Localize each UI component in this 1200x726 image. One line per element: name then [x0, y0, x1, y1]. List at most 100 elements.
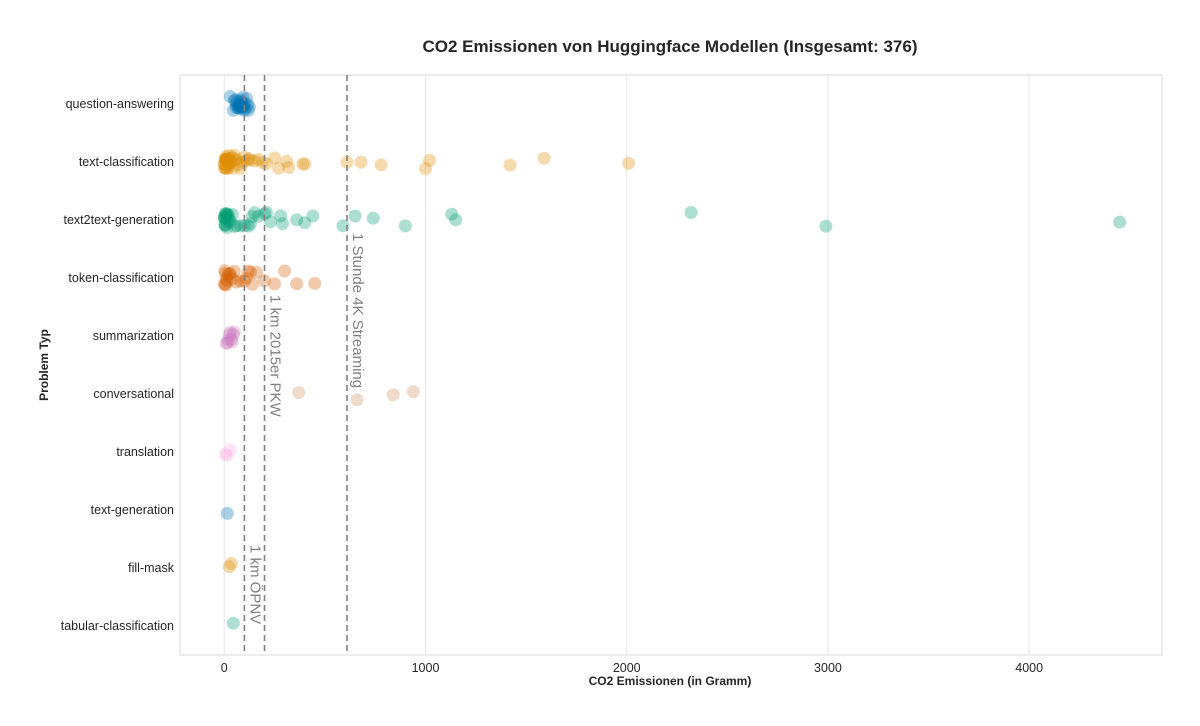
data-point — [238, 102, 252, 116]
data-point — [218, 211, 232, 225]
data-point — [221, 159, 235, 172]
data-point — [220, 207, 234, 221]
x-axis-label: CO2 Emissionen (in Gramm) — [589, 674, 752, 688]
data-point — [245, 210, 259, 224]
y-tick-label: text-classification — [79, 155, 174, 169]
data-point — [223, 325, 237, 339]
data-point — [217, 277, 231, 291]
data-point — [229, 101, 243, 114]
data-point — [268, 151, 282, 165]
x-tick-labels: 0 1000 2000 3000 4000 — [221, 661, 1043, 675]
data-point — [1113, 215, 1127, 229]
data-point — [222, 212, 236, 226]
data-point — [306, 209, 320, 223]
data-point — [225, 335, 239, 349]
data-point — [282, 161, 296, 174]
reference-lines: 1 km ÖPNV 1 km 2015er PKW 1 Stunde 4K Stre… — [243, 75, 366, 655]
data-point — [537, 151, 551, 165]
data-point — [290, 213, 304, 227]
data-point — [221, 156, 234, 170]
data-point — [445, 207, 459, 221]
data-point — [231, 158, 245, 171]
data-point — [232, 98, 246, 112]
data-point — [245, 277, 259, 291]
y-tick-label: tabular-classification — [61, 619, 174, 633]
y-tick-label: translation — [116, 445, 174, 459]
data-point — [224, 557, 238, 570]
data-point — [243, 217, 257, 231]
data-point — [219, 278, 233, 292]
data-point — [239, 91, 253, 105]
data-point — [220, 221, 234, 234]
data-point — [235, 100, 249, 114]
data-point — [219, 336, 233, 350]
data-point — [223, 90, 237, 103]
data-point — [350, 393, 364, 407]
data-point — [219, 160, 232, 174]
data-point — [228, 153, 242, 167]
data-point — [219, 153, 233, 166]
data-point — [220, 336, 234, 350]
data-point — [354, 155, 368, 169]
data-point — [218, 207, 232, 221]
data-point — [280, 154, 294, 168]
data-point — [218, 156, 231, 170]
data-point — [229, 219, 243, 233]
data-point — [229, 275, 243, 289]
data-point — [224, 332, 238, 346]
data-point — [220, 274, 234, 288]
data-point — [684, 206, 698, 219]
data-point — [219, 150, 233, 164]
data-point — [819, 219, 833, 233]
y-tick-label: text-generation — [91, 503, 174, 517]
data-point — [219, 218, 232, 232]
data-point — [298, 157, 312, 171]
data-point — [235, 155, 249, 169]
data-point — [622, 156, 636, 170]
data-point — [237, 97, 251, 110]
data-point — [218, 447, 232, 461]
data-point — [386, 388, 400, 402]
data-point — [260, 157, 273, 171]
data-point — [223, 214, 237, 228]
data-point — [248, 206, 261, 220]
data-point — [226, 161, 240, 175]
data-point — [374, 158, 388, 172]
y-tick-label: conversational — [93, 387, 174, 401]
data-point — [239, 154, 253, 168]
y-tick-label: text2text-generation — [64, 213, 175, 227]
data-point — [221, 333, 235, 347]
data-point — [274, 209, 288, 223]
data-point — [220, 449, 234, 462]
x-tick-label: 4000 — [1015, 661, 1043, 675]
x-tick-label: 2000 — [613, 661, 641, 675]
data-point — [221, 268, 235, 281]
data-point — [227, 94, 241, 108]
data-point — [218, 217, 232, 231]
data-point — [298, 216, 312, 230]
y-tick-label: summarization — [93, 329, 174, 343]
data-point — [233, 99, 247, 113]
data-point — [219, 266, 232, 280]
data-point — [228, 93, 242, 107]
data-point — [221, 161, 235, 175]
data-point — [239, 271, 253, 285]
data-point — [340, 155, 354, 169]
data-point — [252, 153, 265, 166]
data-point — [503, 158, 517, 172]
data-point — [221, 215, 235, 229]
data-point — [223, 443, 237, 456]
y-tick-label: question-answering — [66, 97, 174, 111]
reference-line-label: 1 km ÖPNV — [246, 545, 264, 624]
data-point — [264, 215, 278, 229]
data-point — [398, 219, 412, 233]
data-point — [221, 209, 234, 223]
data-point — [227, 325, 241, 339]
x-tick-label: 1000 — [412, 661, 440, 675]
x-tick-label: 0 — [221, 661, 228, 675]
data-point — [217, 211, 231, 225]
data-point — [248, 154, 261, 168]
data-point — [296, 157, 310, 171]
data-point — [218, 153, 232, 167]
